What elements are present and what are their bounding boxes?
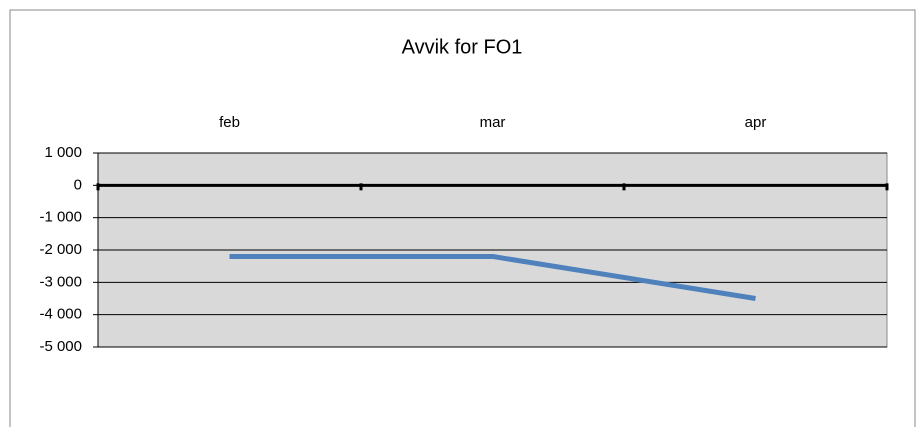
x-tick-label: feb (219, 114, 240, 131)
y-tick-label: 1 000 (44, 144, 82, 161)
x-tick-label: mar (480, 114, 506, 131)
chart-title: Avvik for FO1 (402, 36, 523, 58)
y-tick-label: -4 000 (39, 306, 82, 323)
y-tick-label: -5 000 (39, 338, 82, 355)
data-line (229, 253, 756, 301)
x-tick-label: apr (745, 114, 767, 131)
y-tick-label: -3 000 (39, 273, 82, 290)
y-tick-label: 0 (74, 176, 82, 193)
y-tick-label: -1 000 (39, 209, 82, 226)
y-tick-label: -2 000 (39, 241, 82, 258)
